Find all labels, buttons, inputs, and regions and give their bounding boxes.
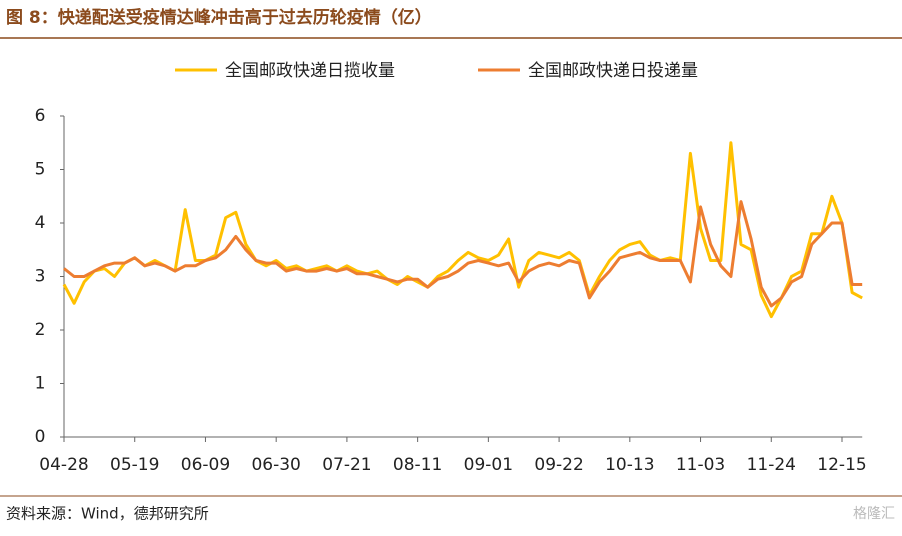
series-line: [63, 200, 863, 308]
source-note: 资料来源：Wind，德邦研究所: [6, 505, 209, 523]
legend-label: 全国邮政快递日揽收量: [225, 61, 395, 81]
x-tick-label: 12-15: [817, 455, 866, 475]
series-line: [62, 141, 863, 319]
x-tick-label: 07-21: [322, 455, 371, 475]
y-tick-label: 4: [35, 213, 46, 233]
x-tick-label: 05-19: [110, 455, 159, 475]
x-tick-label: 06-09: [181, 455, 230, 475]
x-tick-label: 09-01: [464, 455, 513, 475]
y-tick-label: 5: [35, 160, 46, 180]
x-tick-label: 08-11: [393, 455, 442, 475]
x-tick-label: 09-22: [534, 455, 583, 475]
x-tick-label: 10-13: [605, 455, 654, 475]
chart-title: 图 8：快递配送受疫情达峰冲击高于过去历轮疫情（亿）: [6, 7, 432, 28]
y-tick-label: 2: [35, 320, 46, 340]
x-tick-label: 06-30: [251, 455, 300, 475]
watermark: 格隆汇: [853, 506, 895, 522]
y-tick-label: 6: [35, 106, 46, 126]
y-tick-label: 3: [35, 267, 46, 287]
y-tick-label: 1: [35, 374, 46, 394]
legend-label: 全国邮政快递日投递量: [528, 61, 698, 81]
x-tick-label: 11-24: [747, 455, 796, 475]
x-tick-label: 04-28: [39, 455, 88, 475]
x-tick-label: 11-03: [676, 455, 725, 475]
y-tick-label: 0: [35, 427, 46, 447]
